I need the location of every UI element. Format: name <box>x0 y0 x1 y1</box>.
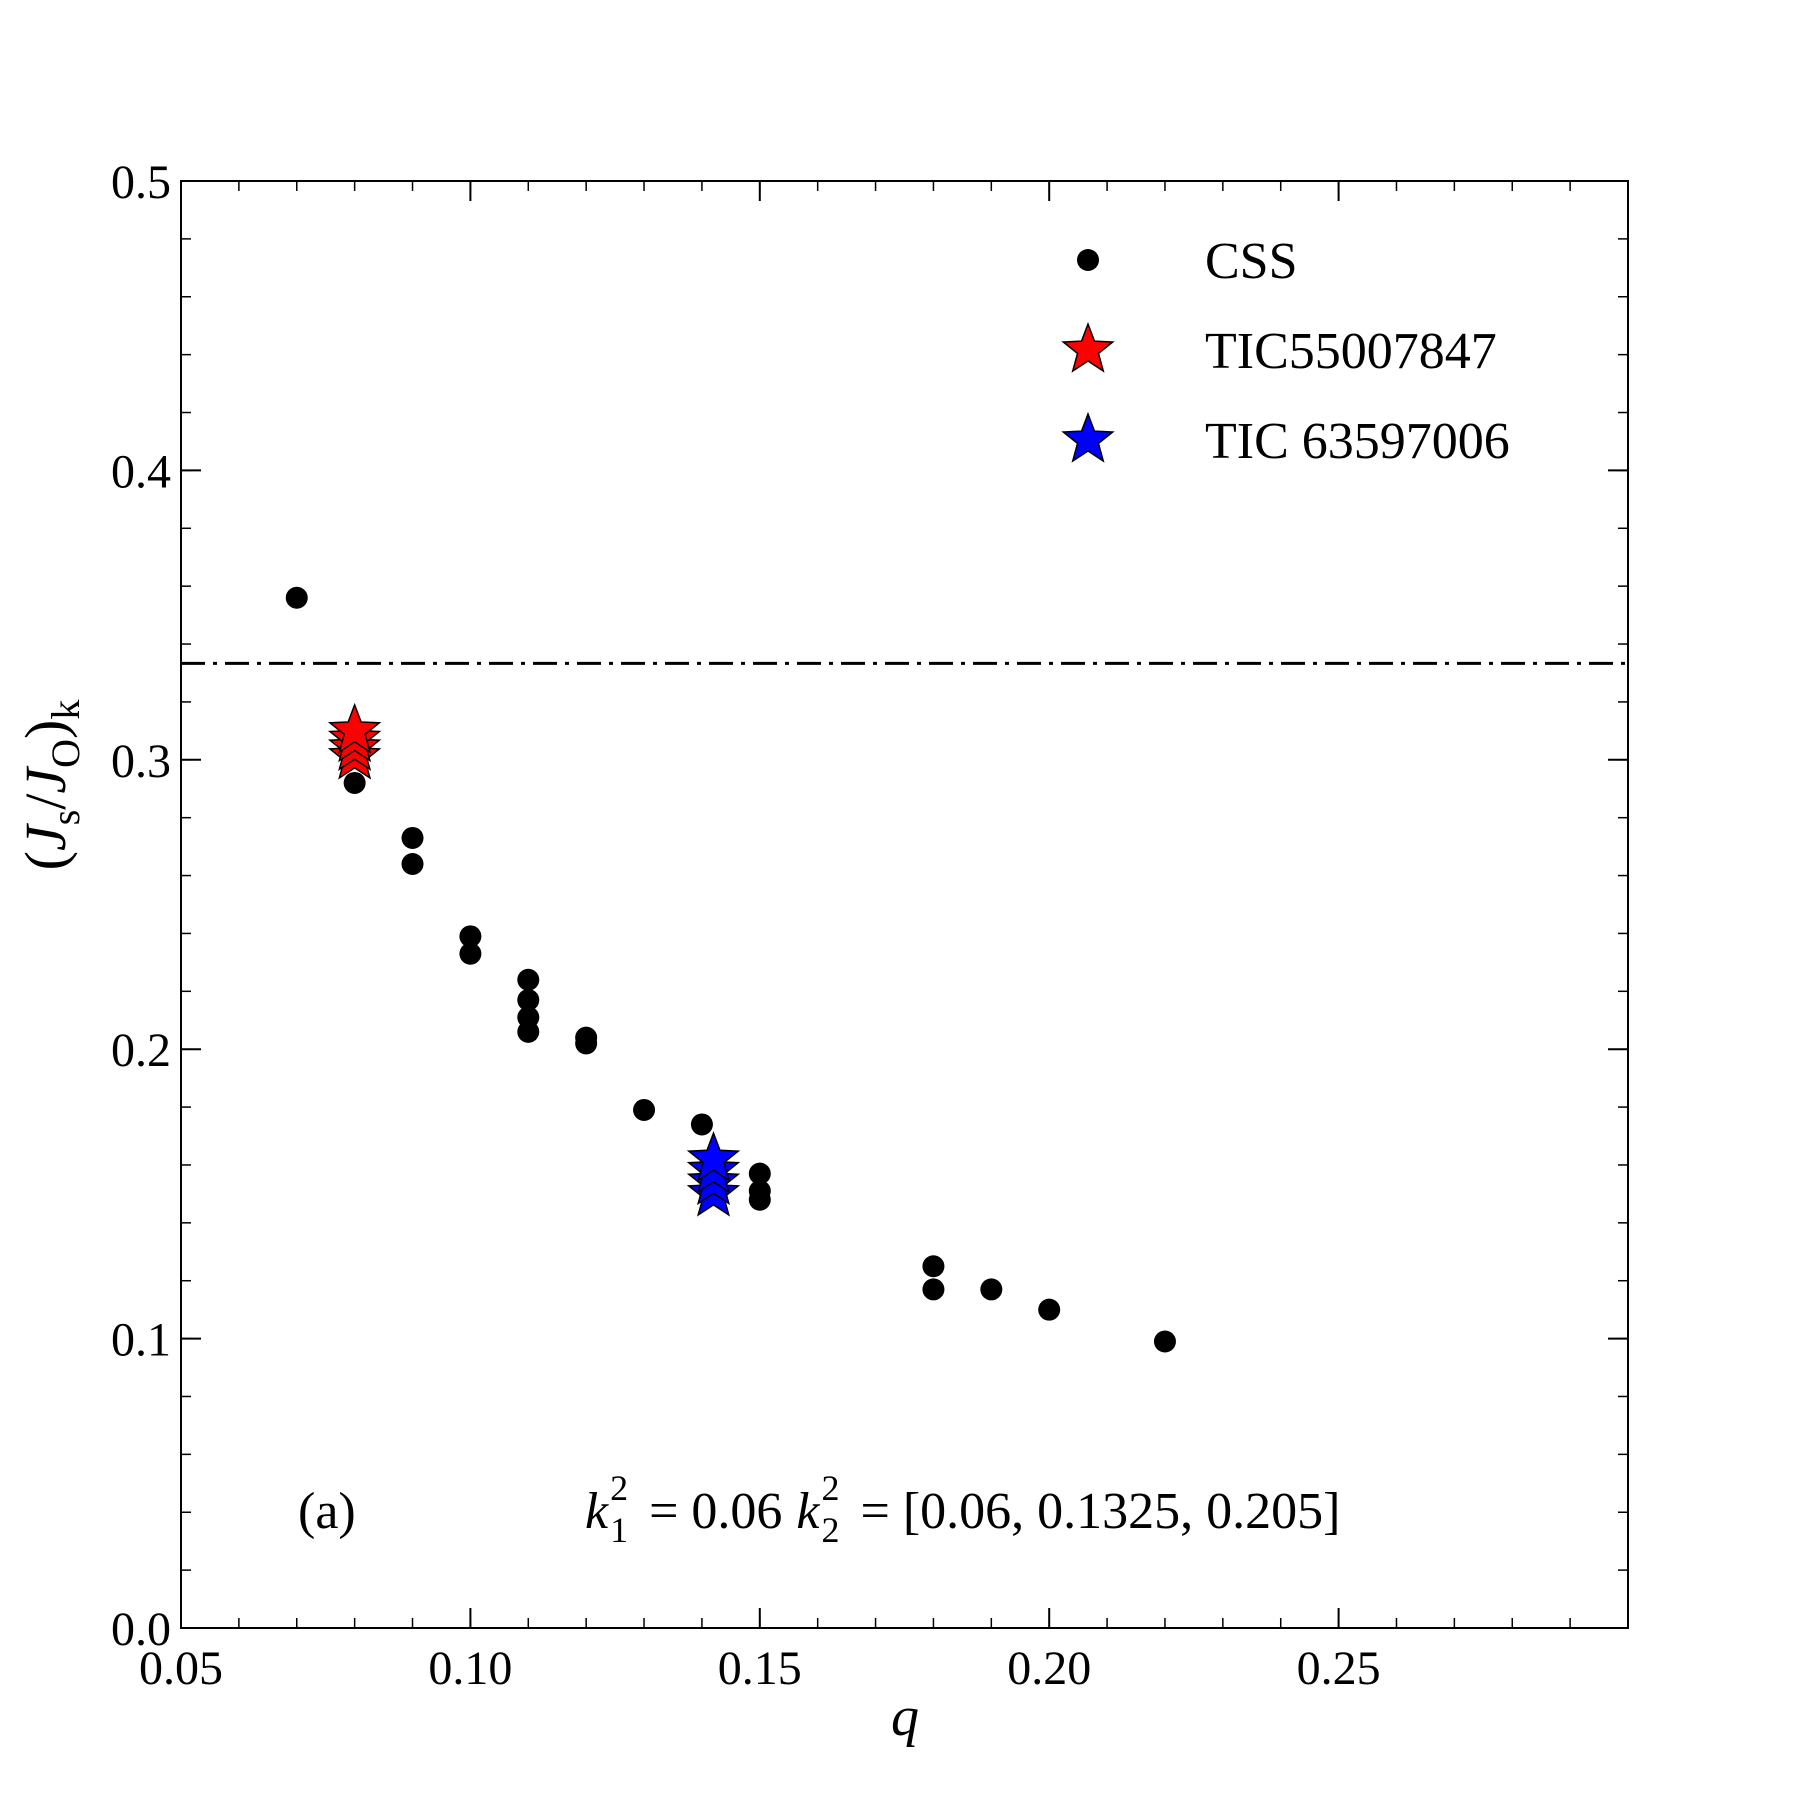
k2-value: [0.06, 0.1325, 0.205] <box>903 1483 1341 1540</box>
y-tick-label: 0.0 <box>111 1603 171 1656</box>
x-tick-label: 0.20 <box>1007 1642 1091 1695</box>
y-tick-label: 0.2 <box>111 1024 171 1077</box>
css-point <box>922 1255 945 1278</box>
x-tick-label: 0.10 <box>428 1642 512 1695</box>
css-point <box>401 826 424 849</box>
css-point <box>459 925 482 948</box>
y-tick-label: 0.5 <box>111 156 171 209</box>
y-tick-label: 0.3 <box>111 735 171 788</box>
x-tick-label: 0.25 <box>1297 1642 1381 1695</box>
axis-ticks <box>180 180 1629 1629</box>
legend-tic63597006-marker <box>1061 411 1115 463</box>
css-point <box>343 771 366 794</box>
css-point <box>459 942 482 965</box>
css-point <box>633 1098 656 1121</box>
x-tick-label: 0.15 <box>718 1642 802 1695</box>
css-point <box>748 1162 771 1185</box>
legend-tic55007847-label: TIC55007847 <box>1205 323 1497 380</box>
legend-star-blue <box>1061 411 1115 463</box>
legend-tic55007847-marker <box>1061 321 1115 373</box>
css-point <box>748 1188 771 1211</box>
css-point <box>1038 1298 1061 1321</box>
tic55007847-point <box>327 702 382 754</box>
tick-labels: 0.05 0.10 0.15 0.20 0.25 0.0 0.1 0.2 0.3 0.4 0.5 <box>111 156 1381 1695</box>
css-point <box>1153 1330 1176 1353</box>
css-point <box>575 1032 598 1055</box>
k1-value: 0.06 <box>691 1483 782 1540</box>
data-points <box>285 586 1176 1353</box>
y-tick-label: 0.4 <box>111 445 171 498</box>
css-point <box>517 1020 540 1043</box>
x-tick-label: 0.05 <box>139 1642 223 1695</box>
legend-css-marker <box>1077 249 1099 271</box>
y-axis-label: (Js/JO)k <box>13 700 88 871</box>
legend-star-red <box>1061 321 1115 373</box>
x-axis-label: q <box>891 1686 919 1748</box>
tic63597006-point <box>686 1131 741 1182</box>
css-point <box>401 852 424 875</box>
k-parameters-annotation: k12 = 0.06 k22 = [0.06, 0.1325, 0.205] <box>585 1468 1340 1550</box>
plot-area-frame <box>180 180 1629 1629</box>
y-tick-label: 0.1 <box>111 1314 171 1367</box>
legend-css-label: CSS <box>1205 233 1298 290</box>
css-point <box>517 989 540 1012</box>
css-point <box>517 968 540 991</box>
css-point <box>690 1113 713 1136</box>
css-point <box>922 1278 945 1301</box>
panel-label: (a) <box>298 1483 356 1540</box>
css-point <box>285 586 308 609</box>
css-point <box>980 1278 1003 1301</box>
legend: CSS TIC55007847 TIC 63597006 <box>1061 233 1510 470</box>
legend-tic63597006-label: TIC 63597006 <box>1205 413 1510 470</box>
